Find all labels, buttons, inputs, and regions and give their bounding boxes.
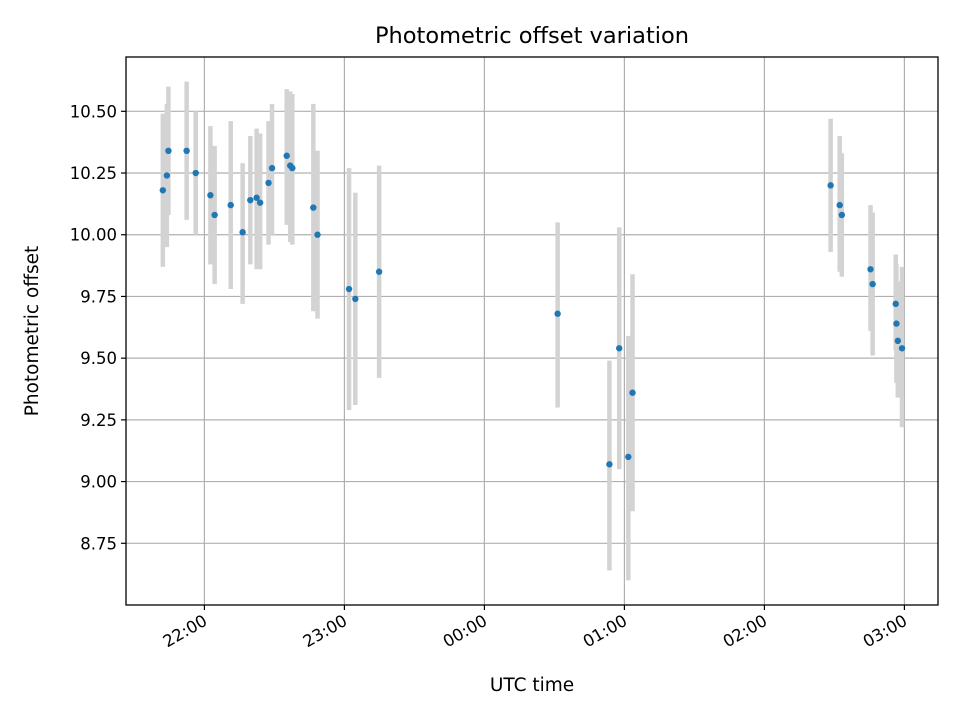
data-point [159, 187, 167, 194]
data-point [554, 310, 561, 317]
data-point [310, 204, 317, 211]
data-point [247, 196, 254, 204]
data-point [375, 268, 383, 275]
data-point [289, 164, 296, 172]
data-point [163, 172, 171, 179]
y-tick-label: 9.75 [80, 287, 117, 306]
y-axis-ticks: 8.75 9.00 9.25 9.50 9.75 10.00 10.25 10.50 [70, 102, 126, 553]
y-tick-label: 10.50 [70, 102, 117, 121]
y-tick-label: 10.00 [70, 226, 117, 245]
data-point [253, 194, 260, 201]
data-point [898, 345, 906, 352]
data-point [867, 266, 874, 273]
data-point [207, 192, 214, 199]
data-point [183, 147, 190, 155]
data-point [283, 152, 290, 159]
data-point [165, 147, 172, 155]
data-point [629, 389, 636, 396]
data-point [606, 461, 613, 468]
data-point [893, 320, 900, 327]
plot-frame [125, 56, 939, 606]
y-tick-label: 10.25 [70, 164, 117, 183]
y-tick-label: 9.00 [80, 473, 117, 492]
data-points [159, 147, 906, 468]
data-point [892, 300, 899, 308]
data-point [314, 231, 321, 238]
data-point [256, 199, 264, 206]
data-point [894, 337, 902, 345]
data-point [265, 179, 272, 187]
data-point [268, 164, 276, 172]
data-point [827, 182, 834, 189]
data-point [345, 285, 353, 293]
y-tick-label: 9.50 [80, 349, 117, 368]
data-point [869, 280, 876, 288]
data-point [836, 201, 843, 209]
data-point [625, 453, 632, 461]
data-point [192, 169, 199, 177]
data-point [227, 201, 234, 209]
y-axis-label: Photometric offset [22, 246, 43, 417]
data-point [616, 345, 623, 352]
data-point [239, 229, 246, 236]
y-tick-label: 9.25 [80, 411, 117, 430]
data-point [838, 211, 846, 219]
data-point [352, 295, 359, 303]
x-axis-label: UTC time [490, 675, 574, 696]
chart-title: Photometric offset variation [375, 23, 689, 49]
grid [126, 57, 938, 605]
data-point [211, 211, 218, 219]
y-tick-label: 8.75 [80, 534, 117, 553]
